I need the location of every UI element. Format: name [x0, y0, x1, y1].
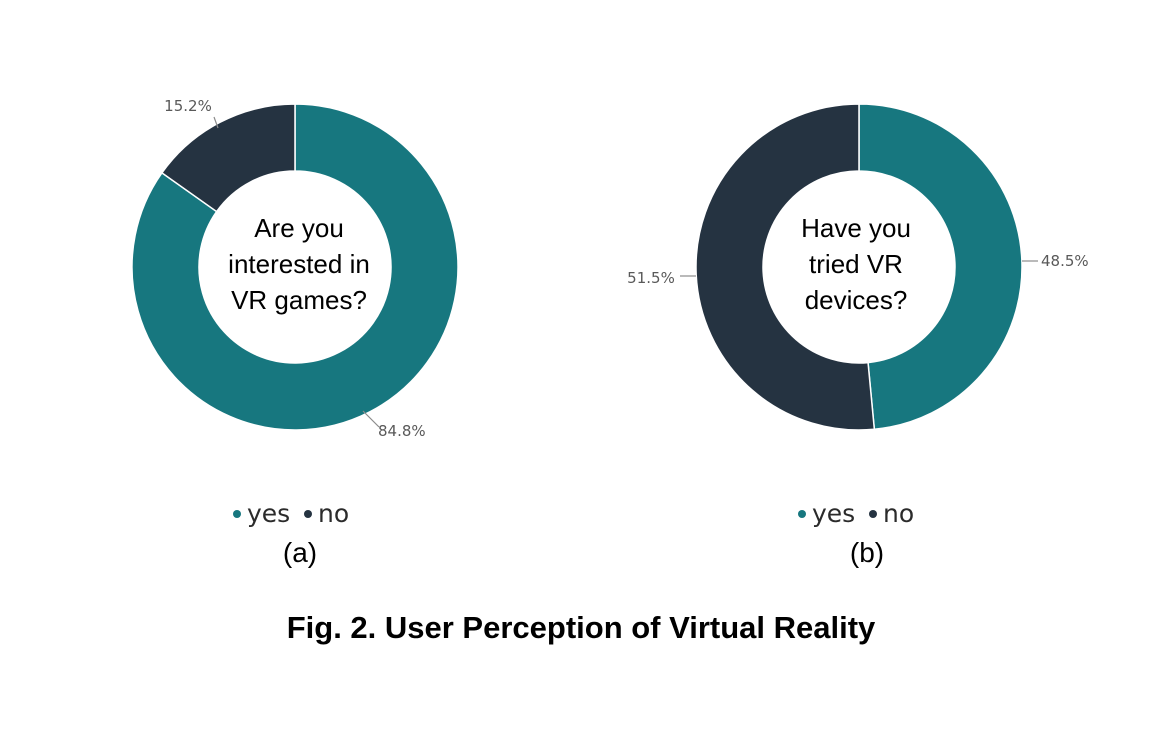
donut-b-center-line-2: tried VR	[809, 249, 903, 279]
donut-a-label-no: 15.2%	[164, 97, 212, 115]
legend-b-no-marker	[869, 510, 877, 518]
donut-a-center-line-3: VR games?	[231, 285, 367, 315]
legend-a-yes-marker	[233, 510, 241, 518]
legend-b-yes-label: yes	[812, 499, 855, 528]
donut-b-label-no: 51.5%	[627, 269, 675, 287]
sub-label-b: (b)	[850, 537, 884, 568]
donut-a-label-yes: 84.8%	[378, 422, 426, 440]
legend-a-yes-label: yes	[247, 499, 290, 528]
figure-caption: Fig. 2. User Perception of Virtual Reali…	[287, 610, 876, 645]
legend-b: yes no	[798, 499, 914, 528]
donut-a-leaders	[213, 116, 380, 428]
donut-a-slices	[131, 103, 459, 431]
donut-a-slice-no	[160, 103, 296, 213]
donut-b-slices	[695, 103, 1023, 431]
legend-a-no-marker	[304, 510, 312, 518]
donut-b-slice-no	[695, 103, 876, 431]
legend-a: yes no	[233, 499, 349, 528]
donut-b-center-line-1: Have you	[801, 213, 911, 243]
donut-b-data-labels: 48.5% 51.5%	[627, 252, 1088, 287]
donut-a-leader-no	[213, 116, 219, 129]
donut-a-slice-yes	[131, 103, 459, 431]
donut-chart-a: 84.8% 15.2% Are you interested in VR game…	[131, 97, 459, 568]
donut-a-center-line-2: interested in	[228, 249, 370, 279]
donut-b-center-line-3: devices?	[805, 285, 908, 315]
donut-b-slice-yes	[858, 103, 1023, 431]
legend-b-yes-marker	[798, 510, 806, 518]
donut-b-label-yes: 48.5%	[1041, 252, 1089, 270]
donut-chart-b: 48.5% 51.5% Have you tried VR devices? ye…	[627, 103, 1089, 568]
donut-a-data-labels: 84.8% 15.2%	[164, 97, 425, 440]
donut-a-center-line-1: Are you	[254, 213, 344, 243]
legend-b-no-label: no	[883, 499, 914, 528]
donut-b-leaders	[680, 260, 1038, 277]
legend-a-no-label: no	[318, 499, 349, 528]
sub-label-a: (a)	[283, 537, 317, 568]
donut-a-leader-yes	[362, 410, 380, 428]
